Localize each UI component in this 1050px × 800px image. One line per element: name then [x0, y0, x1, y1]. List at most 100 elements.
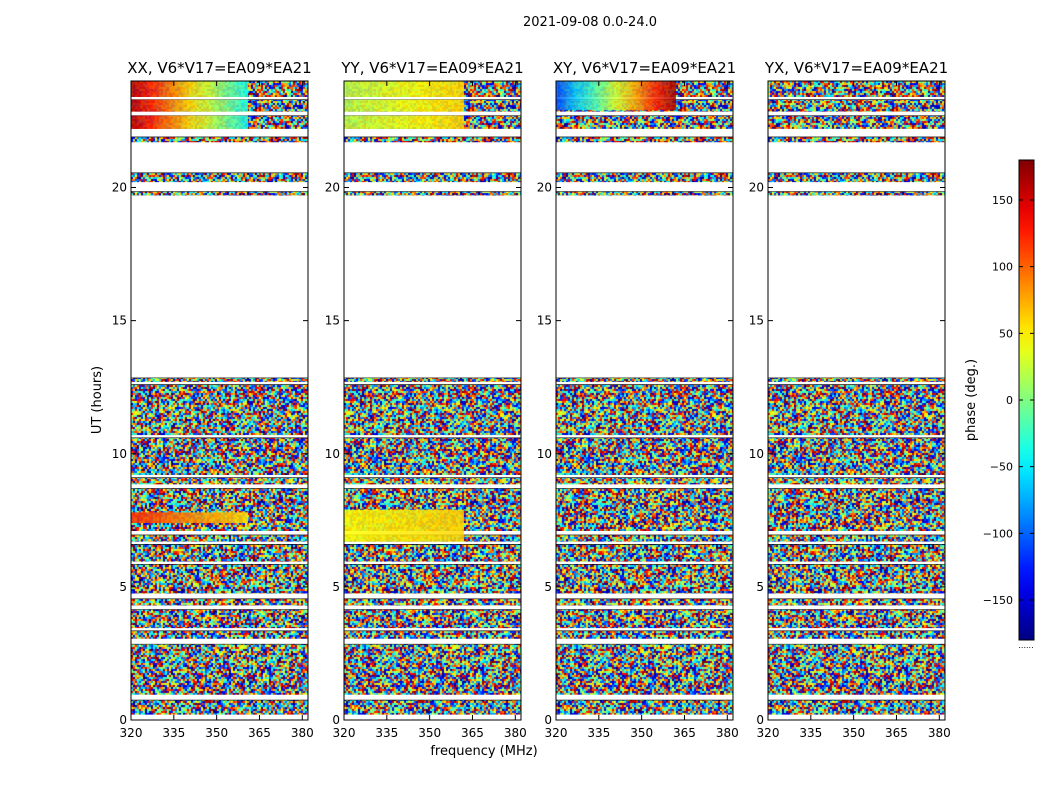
data-band	[556, 564, 733, 594]
data-band	[768, 477, 945, 485]
panel-data	[556, 81, 733, 715]
data-band	[768, 700, 945, 715]
data-band	[556, 544, 733, 562]
data-band	[131, 564, 308, 594]
colorbar-tick-label: −150	[983, 594, 1013, 607]
y-tick-label: 15	[749, 314, 764, 328]
x-tick-label: 350	[205, 726, 228, 740]
data-band	[131, 136, 308, 143]
data-band	[131, 477, 308, 485]
data-band	[768, 81, 945, 97]
x-tick-label: 380	[928, 726, 951, 740]
y-tick-label: 15	[112, 314, 127, 328]
x-tick-label: 320	[333, 726, 356, 740]
coherent-feature	[556, 81, 676, 111]
data-band	[131, 384, 308, 436]
x-tick-label: 350	[842, 726, 865, 740]
data-band	[131, 191, 308, 196]
data-band	[344, 477, 521, 485]
data-band	[344, 136, 521, 143]
data-band	[556, 644, 733, 695]
data-band	[768, 630, 945, 639]
panel-frame	[130, 80, 309, 721]
data-band	[344, 700, 521, 715]
data-band	[556, 700, 733, 715]
data-band	[768, 437, 945, 476]
y-tick-label: 0	[119, 713, 127, 727]
x-tick-label: 335	[799, 726, 822, 740]
y-tick-label: 5	[544, 580, 552, 594]
data-band	[556, 172, 733, 183]
y-tick-label: 5	[756, 580, 764, 594]
data-band	[344, 564, 521, 594]
x-tick-label: 365	[461, 726, 484, 740]
y-tick-label: 20	[537, 181, 552, 195]
data-band	[556, 534, 733, 542]
coherent-feature	[131, 99, 249, 112]
x-tick-label: 320	[120, 726, 143, 740]
y-tick-label: 15	[325, 314, 340, 328]
data-band	[556, 609, 733, 629]
x-axis-label: frequency (MHz)	[430, 744, 537, 759]
y-tick-label: 10	[112, 447, 127, 461]
coherent-feature	[131, 115, 249, 129]
x-tick-label: 320	[545, 726, 568, 740]
data-band	[344, 437, 521, 476]
data-band	[556, 630, 733, 639]
data-band	[131, 644, 308, 695]
data-band	[768, 564, 945, 594]
x-tick-label: 320	[757, 726, 780, 740]
data-band	[131, 488, 308, 531]
data-band	[556, 437, 733, 476]
panel-data	[344, 81, 521, 715]
data-band	[344, 377, 521, 382]
figure-title: 2021-09-08 0.0-24.0	[523, 15, 657, 30]
data-band	[556, 377, 733, 382]
x-tick-label: 365	[248, 726, 271, 740]
data-band	[556, 191, 733, 196]
y-tick-label: 10	[325, 447, 340, 461]
colorbar-tick-label: 150	[992, 194, 1013, 207]
data-band	[131, 598, 308, 606]
panel-data	[768, 81, 945, 715]
colorbar-tick-label: −100	[983, 527, 1013, 540]
panel-title: YY, V6*V17=EA09*EA21	[340, 59, 523, 77]
data-band	[344, 544, 521, 562]
y-tick-label: 20	[749, 181, 764, 195]
coherent-feature	[344, 115, 464, 129]
data-band	[556, 598, 733, 606]
coherent-feature	[131, 512, 249, 523]
coherent-feature	[344, 81, 464, 97]
colorbar-tick-label: 0	[1006, 394, 1013, 407]
data-band	[131, 609, 308, 629]
panel-title: XY, V6*V17=EA09*EA21	[553, 59, 736, 77]
panel-title: YX, V6*V17=EA09*EA21	[764, 59, 948, 77]
data-band	[768, 384, 945, 436]
data-band	[768, 609, 945, 629]
y-tick-label: 0	[544, 713, 552, 727]
x-tick-label: 380	[504, 726, 527, 740]
data-band	[556, 136, 733, 143]
data-band	[556, 488, 733, 531]
data-band	[344, 630, 521, 639]
data-band	[344, 609, 521, 629]
panel-2: YY, V6*V17=EA09*EA21 320 335 350 365 380 0 5 10 1…	[325, 59, 527, 740]
data-band	[556, 115, 733, 129]
colorbar: 150 100 50 0 −50 −100 −150	[983, 159, 1035, 641]
panel-title: XX, V6*V17=EA09*EA21	[127, 59, 311, 77]
panel-frame	[767, 80, 946, 721]
y-tick-label: 10	[749, 447, 764, 461]
data-band	[768, 534, 945, 542]
panel-3: XY, V6*V17=EA09*EA21 320 335 350 365 380 0 5 10 1…	[537, 59, 739, 740]
data-band	[768, 99, 945, 112]
data-band	[344, 384, 521, 436]
colorbar-tick-label: −50	[990, 461, 1013, 474]
data-band	[768, 598, 945, 606]
data-band	[131, 437, 308, 476]
data-band	[131, 630, 308, 639]
coherent-feature	[131, 81, 249, 97]
panel-4: YX, V6*V17=EA09*EA21 320 335 350 365 380 0 5 10 1…	[749, 59, 951, 740]
data-band	[768, 136, 945, 143]
data-band	[768, 191, 945, 196]
